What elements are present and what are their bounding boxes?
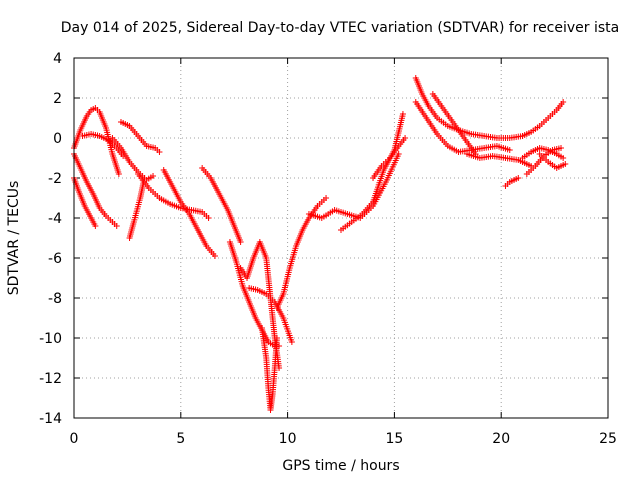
data-points [71,75,569,413]
series-track-23 [519,99,567,139]
x-tick-label: 10 [279,431,297,447]
x-tick-label: 0 [70,431,79,447]
series-track-25 [523,145,565,177]
series-track-2 [71,151,120,229]
x-tick-label: 5 [176,431,185,447]
series-track-8 [135,171,212,221]
data-point [237,239,244,245]
y-axis-label: SDTVAR / TECUs [6,181,22,296]
data-point [92,223,99,229]
data-point [113,223,120,229]
grid [74,58,608,418]
series-track-22 [464,151,535,169]
plot-frame [73,57,609,419]
x-tick-label: 25 [599,431,617,447]
series-track-18 [370,135,409,181]
series-track-1 [71,105,122,177]
y-tick-label: -8 [48,291,62,307]
data-point [115,171,122,177]
data-point [558,145,565,151]
series-track-15 [246,285,295,345]
x-tick-label: 15 [385,431,403,447]
series-track-20 [412,99,513,155]
data-point [506,147,513,153]
series-track-26 [536,151,569,171]
data-point [395,151,402,157]
series-track-21 [429,91,479,157]
data-point [402,135,409,141]
series-track-19 [412,75,526,141]
y-tick-label: 2 [53,91,62,107]
data-point [156,149,163,155]
data-point [560,155,567,161]
data-point [288,339,295,345]
chart-title: Day 014 of 2025, Sidereal Day-to-day VTE… [61,20,619,36]
y-tick-label: 4 [53,51,62,67]
data-point [399,111,406,117]
y-tick-label: -10 [39,331,62,347]
data-point [515,175,522,181]
series-track-9 [160,167,218,259]
series-track-5 [117,119,163,155]
x-axis-label: GPS time / hours [282,458,399,474]
y-tick-label: 0 [53,131,62,147]
series-track-27 [502,175,522,189]
data-point [560,99,567,105]
y-tick-label: -4 [48,211,62,227]
data-point [211,253,218,259]
data-point [323,195,330,201]
y-tick-label: -14 [39,411,62,427]
series-track-14 [273,195,330,311]
y-tick-label: -12 [39,371,62,387]
data-point [150,173,157,179]
x-tick-label: 20 [492,431,510,447]
data-point [273,335,280,341]
y-tick-label: -2 [48,171,62,187]
data-point [205,215,212,221]
series-track-13 [258,325,280,413]
series-track-6 [109,135,157,183]
y-tick-label: -6 [48,251,62,267]
series-track-10 [199,165,244,245]
data-point [562,161,569,167]
